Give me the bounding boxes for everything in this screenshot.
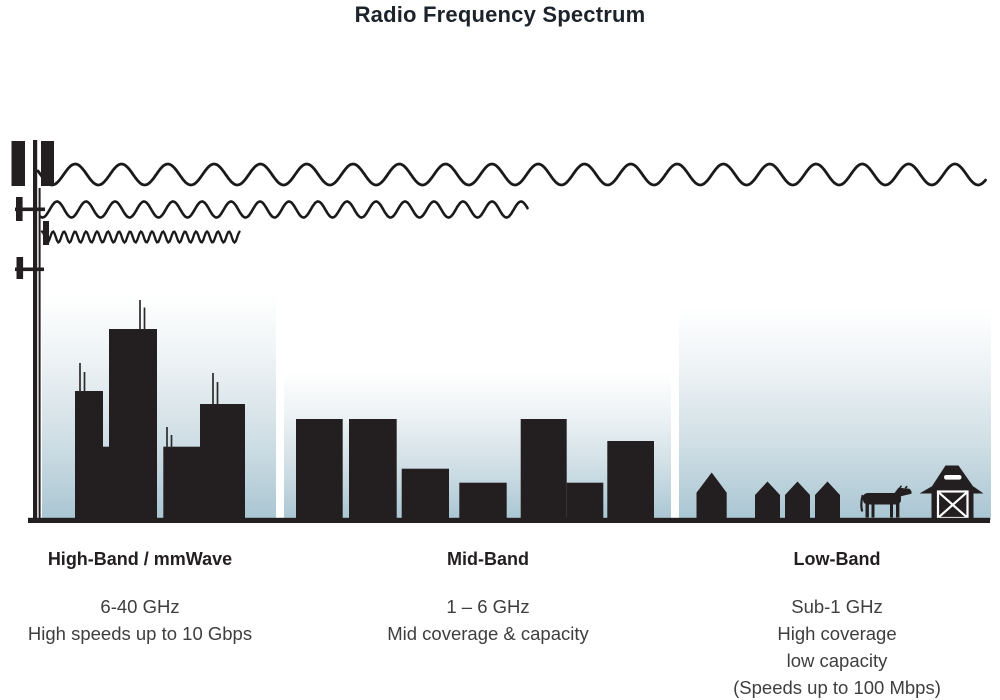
- band-detail: Mid coverage & capacity: [387, 623, 589, 644]
- house-icon: [815, 481, 840, 520]
- band-detail: (Speeds up to 100 Mbps): [733, 677, 941, 698]
- high-band-label-block: High-Band / mmWave 6-40 GHz High speeds …: [10, 548, 270, 647]
- low-band-label-block: Low-Band Sub-1 GHz High coverage low cap…: [687, 548, 987, 700]
- radio-wave-long-icon: [36, 162, 987, 187]
- band-frequency: 1 – 6 GHz: [446, 596, 530, 617]
- band-name: High-Band / mmWave: [47, 549, 233, 569]
- barn-icon: [919, 465, 984, 520]
- rooftop-antennas: [79, 300, 219, 448]
- house-icon: [696, 472, 727, 520]
- city-skyline-icon: [75, 300, 245, 520]
- band-detail: low capacity: [786, 650, 888, 671]
- house-icon: [755, 481, 780, 520]
- page-title: Radio Frequency Spectrum: [354, 2, 646, 27]
- cell-tower-icon: [11, 140, 54, 523]
- radio-wave-medium-icon: [38, 200, 529, 219]
- band-detail: High speeds up to 10 Gbps: [27, 623, 253, 644]
- barn-door: [936, 490, 969, 520]
- house-icon: [785, 481, 810, 520]
- mid-band-label-block: Mid-Band 1 – 6 GHz Mid coverage & capaci…: [358, 548, 618, 647]
- band-name: Low-Band: [793, 549, 881, 569]
- mid-rise-buildings-icon: [296, 419, 654, 520]
- band-frequency: 6-40 GHz: [100, 596, 180, 617]
- band-detail: High coverage: [777, 623, 897, 644]
- ground-line: [28, 517, 990, 523]
- rural-scene: [696, 465, 984, 520]
- hayloft-window: [944, 475, 962, 480]
- radio-wave-short-icon: [40, 229, 241, 245]
- band-name: Mid-Band: [447, 549, 529, 569]
- cow-icon: [860, 485, 912, 518]
- band-frequency: Sub-1 GHz: [791, 596, 883, 617]
